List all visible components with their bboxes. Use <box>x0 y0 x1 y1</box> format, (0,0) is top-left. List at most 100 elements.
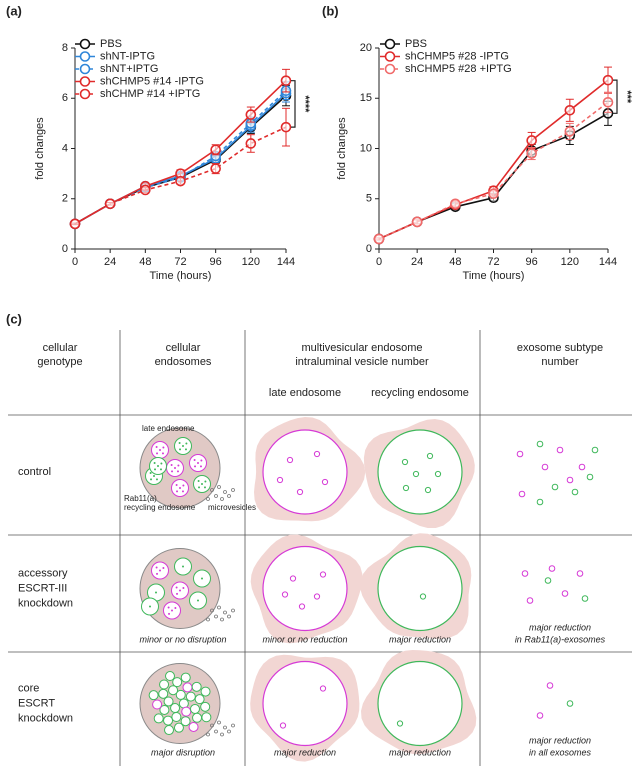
vesicle <box>566 700 574 707</box>
small-endosome <box>191 681 202 692</box>
vesicle <box>319 685 327 692</box>
microvesicle <box>220 497 224 501</box>
microvesicle <box>231 488 235 492</box>
microvesicle <box>214 729 218 734</box>
small-endosome <box>172 677 183 688</box>
small-endosome <box>168 685 179 696</box>
vesicle <box>197 599 199 602</box>
legend-marker <box>384 38 396 50</box>
vesicle <box>178 442 181 445</box>
marker <box>245 138 257 149</box>
column-header: cellular <box>43 342 78 354</box>
legend-marker <box>384 63 396 75</box>
microvesicle <box>210 608 214 613</box>
vesicle <box>181 490 184 493</box>
y-axis-label: fold changes <box>34 117 46 180</box>
marker <box>450 198 461 210</box>
y-tick-label: 0 <box>62 243 68 255</box>
x-tick-label: 120 <box>242 256 260 268</box>
row-label: accessory <box>18 567 68 579</box>
vesicle <box>197 462 199 464</box>
marker <box>280 121 292 133</box>
vesicle <box>182 484 185 487</box>
vesicle <box>177 464 180 467</box>
vesicle <box>556 446 564 454</box>
vesicle <box>153 475 155 477</box>
small-endosome <box>200 686 211 697</box>
y-tick-label: 6 <box>62 92 68 104</box>
microvesicle <box>217 720 221 725</box>
vesicle <box>193 459 196 462</box>
marker <box>373 233 385 245</box>
x-tick-label: 144 <box>277 256 295 268</box>
marker <box>526 135 537 146</box>
caption: major reduction <box>389 634 451 644</box>
vesicle <box>578 463 586 471</box>
small-endosome <box>163 715 174 726</box>
vesicle <box>412 470 420 478</box>
legend-label: shCHMP5 #28 +IPTG <box>405 63 512 75</box>
vesicle <box>541 463 549 471</box>
legend-label: shNT-IPTG <box>100 50 155 62</box>
small-endosome <box>200 701 211 712</box>
recycling-endosome <box>377 429 463 515</box>
vesicle <box>149 605 151 608</box>
late-endosome <box>262 545 348 632</box>
row-label: knockdown <box>18 597 73 609</box>
small-endosome <box>192 712 203 723</box>
vesicle <box>204 480 207 483</box>
microvesicle <box>223 610 227 615</box>
vesicle <box>160 462 163 465</box>
endosome-label: recycling endosome <box>124 503 196 512</box>
vesicle <box>176 490 179 493</box>
vesicle <box>162 566 165 569</box>
marker <box>175 175 186 187</box>
small-endosome <box>153 713 164 724</box>
vesicle <box>576 570 584 577</box>
microvesicle <box>223 490 227 494</box>
x-tick-label: 120 <box>561 256 579 268</box>
microvesicle <box>206 617 210 622</box>
vesicle <box>289 575 297 582</box>
vesicle <box>194 465 197 468</box>
vesicle <box>176 592 179 595</box>
microvesicle <box>220 617 224 622</box>
vesicle <box>201 577 203 580</box>
vesicle <box>298 603 306 610</box>
significance-bracket <box>291 80 296 128</box>
vesicle <box>313 593 321 600</box>
small-endosome <box>190 703 201 714</box>
vesicle <box>402 484 410 492</box>
vesicle <box>179 487 181 489</box>
y-tick-label: 4 <box>62 142 68 154</box>
vesicle <box>198 486 201 489</box>
row-label: control <box>18 466 51 478</box>
row-label: core <box>18 682 39 694</box>
legend-marker <box>79 88 91 100</box>
vesicle <box>203 486 206 489</box>
column-subheader: late endosome <box>269 387 341 399</box>
marker <box>526 148 537 159</box>
caption: in all exosomes <box>529 747 592 757</box>
microvesicle <box>227 729 231 734</box>
caption: minor or no reduction <box>262 634 347 644</box>
vesicle <box>276 476 284 484</box>
legend-label: shCHMP5 #28 -IPTG <box>405 50 509 62</box>
vesicle <box>581 595 589 602</box>
small-endosome <box>178 698 189 709</box>
y-tick-label: 8 <box>62 42 68 54</box>
microvesicle <box>214 614 218 619</box>
column-subheader: recycling endosome <box>371 387 469 399</box>
x-axis-label: Time (hours) <box>150 270 212 282</box>
microvesicle <box>231 723 235 728</box>
vesicle <box>566 476 574 484</box>
vesicle <box>184 448 187 451</box>
vesicle <box>551 483 559 491</box>
vesicle <box>526 597 534 604</box>
vesicle <box>548 565 556 572</box>
column-header: exosome subtype <box>517 342 603 354</box>
vesicle <box>319 571 327 578</box>
vesicle <box>313 450 321 458</box>
vesicle <box>182 565 184 568</box>
marker <box>140 184 151 196</box>
